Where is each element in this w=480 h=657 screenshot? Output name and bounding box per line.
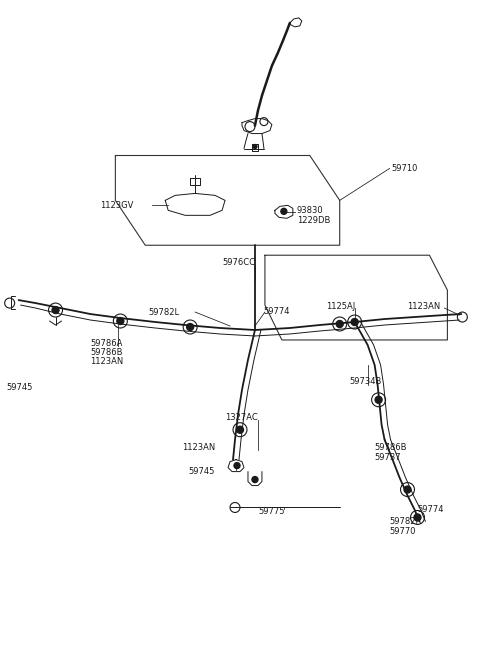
Circle shape [117,317,124,325]
Text: 1327AC: 1327AC [225,413,258,422]
Circle shape [375,396,382,403]
Circle shape [404,486,411,493]
Text: 93830: 93830 [297,206,324,215]
Text: 59770: 59770 [390,527,416,536]
Text: 59745: 59745 [188,467,215,476]
Text: 59782R: 59782R [390,517,422,526]
Text: 1123AN: 1123AN [182,443,216,452]
Text: 59745: 59745 [7,383,33,392]
Circle shape [187,323,193,330]
Text: 1123AN: 1123AN [408,302,441,311]
Text: 1123GV: 1123GV [100,201,134,210]
Text: 5976CC: 5976CC [222,258,255,267]
Text: 1125AJ: 1125AJ [326,302,355,311]
Text: 1229DB: 1229DB [297,215,330,225]
Text: 59786B: 59786B [90,348,123,357]
Text: 59775: 59775 [258,507,285,516]
Text: 59774: 59774 [263,307,289,315]
Circle shape [351,319,358,325]
Text: 59782L: 59782L [148,307,180,317]
Circle shape [234,463,240,468]
Circle shape [336,321,343,327]
Text: 59734B: 59734B [350,377,382,386]
Circle shape [281,208,287,214]
Circle shape [52,307,59,313]
Circle shape [237,426,243,433]
Circle shape [252,476,258,482]
Text: 59786B: 59786B [374,443,407,452]
Text: 59710: 59710 [392,164,418,173]
Text: 59774: 59774 [418,505,444,514]
Text: 1123AN: 1123AN [90,357,124,367]
Circle shape [414,514,421,521]
Circle shape [253,145,257,148]
Text: 59786A: 59786A [90,340,123,348]
Text: 59737: 59737 [374,453,401,462]
